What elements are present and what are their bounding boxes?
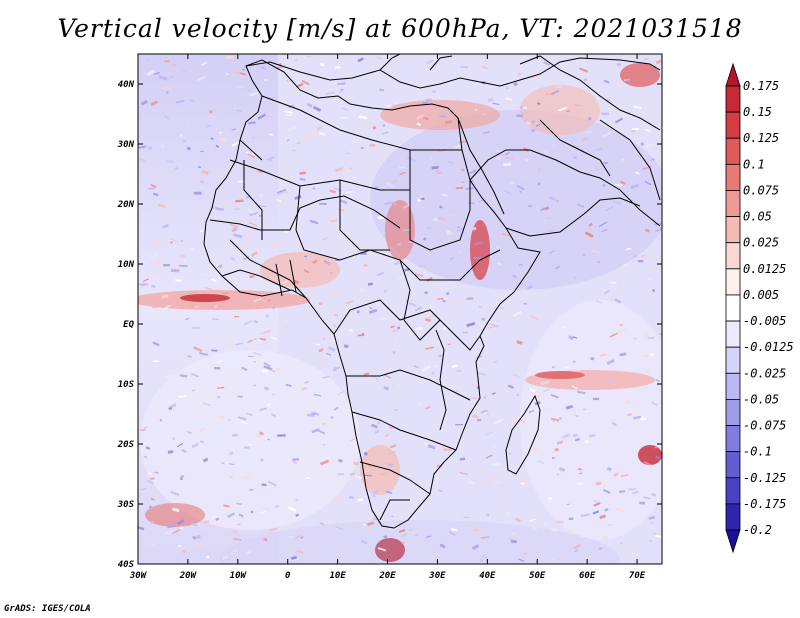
colorbar-label: 0.0125	[743, 262, 786, 276]
colorbar-swatch	[725, 451, 741, 479]
colorbar-swatch	[725, 477, 741, 505]
lon-tick-label: 20W	[179, 571, 198, 581]
colorbar-label: 0.025	[743, 236, 779, 250]
colorbar-label: -0.0125	[743, 340, 794, 354]
colorbar-label: 0.075	[743, 183, 779, 197]
lat-tick-label: 40S	[118, 560, 135, 570]
colorbar-label: -0.2	[743, 523, 772, 537]
colorbar-swatch	[725, 242, 741, 270]
velocity-field	[138, 54, 662, 564]
colorbar-label: -0.005	[743, 314, 786, 328]
colorbar: 0.175 0.15 0.125 0.1 0.075 0.05 0.025 0.0125 0.0…	[725, 62, 794, 554]
colorbar-label: -0.175	[743, 497, 786, 511]
colorbar-swatch	[725, 320, 741, 348]
colorbar-label: 0.125	[743, 131, 779, 145]
lon-tick-label: 50E	[529, 571, 546, 581]
lon-tick-label: 30W	[129, 571, 148, 581]
colorbar-label: 0.005	[743, 288, 779, 302]
colorbar-label: -0.075	[743, 419, 786, 433]
lon-tick-label: 40E	[479, 571, 496, 581]
colorbar-swatch	[725, 190, 741, 217]
colorbar-swatch	[725, 372, 741, 400]
colorbar-swatch	[725, 503, 741, 531]
colorbar-swatch	[725, 425, 741, 453]
coastlines	[203, 54, 661, 529]
lon-tick-label: 0	[285, 571, 291, 581]
colorbar-label: 0.175	[743, 79, 779, 93]
credit-label: GrADS: IGES/COLA	[4, 604, 91, 614]
colorbar-swatch	[725, 346, 741, 374]
lon-tick-label: 10E	[329, 571, 346, 581]
lon-tick-label: 20E	[378, 571, 396, 581]
lat-tick-label: 30N	[117, 140, 135, 150]
lat-tick-label: EQ	[123, 320, 134, 330]
colorbar-swatch	[725, 62, 741, 87]
lat-tick-label: 10N	[118, 260, 135, 270]
colorbar-label: 0.15	[743, 105, 772, 119]
colorbar-swatch	[725, 294, 741, 322]
colorbar-swatch	[725, 163, 741, 191]
lat-tick-label: 20S	[117, 440, 135, 450]
colorbar-swatch	[725, 399, 741, 426]
colorbar-label: -0.1	[743, 445, 772, 459]
lat-tick-label: 20N	[117, 200, 135, 210]
colorbar-swatch	[725, 268, 741, 296]
colorbar-label: 0.05	[743, 210, 772, 224]
colorbar-swatch	[725, 137, 741, 165]
lon-tick-label: 60E	[579, 571, 596, 581]
colorbar-swatch	[725, 216, 741, 244]
colorbar-swatch	[725, 529, 741, 554]
colorbar-label: -0.05	[743, 392, 779, 406]
lon-tick-label: 70E	[629, 571, 646, 581]
lon-tick-label: 10W	[230, 571, 248, 581]
lon-tick-label: 30E	[428, 571, 446, 581]
colorbar-swatch	[725, 85, 741, 113]
lat-tick-label: 40N	[118, 80, 135, 90]
lat-tick-label: 10S	[118, 380, 135, 390]
colorbar-label: -0.025	[743, 366, 786, 380]
colorbar-swatch	[725, 111, 741, 139]
colorbar-label: 0.1	[743, 157, 765, 171]
colorbar-label: -0.125	[743, 471, 786, 485]
lat-tick-label: 30S	[117, 500, 135, 510]
map-frame	[137, 53, 663, 565]
plot-title: Vertical velocity [m/s] at 600hPa, VT: 2…	[57, 14, 743, 43]
